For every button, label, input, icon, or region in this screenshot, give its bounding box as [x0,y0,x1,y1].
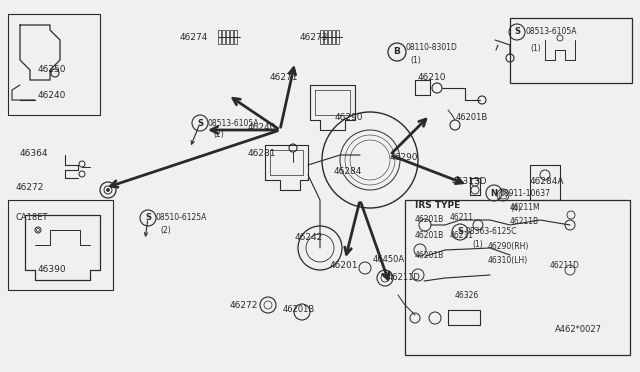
Text: 46273: 46273 [300,32,328,42]
Text: 46201B: 46201B [415,231,444,240]
Text: 46210: 46210 [418,74,447,83]
Text: 46290: 46290 [390,154,418,163]
Bar [8,200,113,290]
Text: 46240: 46240 [248,124,276,132]
Text: 46313D: 46313D [452,177,488,186]
Text: 46201B: 46201B [415,250,444,260]
Bar [324,30,327,44]
Text: 46242: 46242 [295,234,323,243]
Text: 46281: 46281 [248,148,276,157]
Text: 46201B: 46201B [456,113,488,122]
Text: 46201B: 46201B [283,305,316,314]
Text: 46211: 46211 [450,214,474,222]
Text: CA18ET: CA18ET [15,214,47,222]
Text: 46211: 46211 [450,231,474,240]
Bar [332,30,335,44]
Text: 08510-6125A: 08510-6125A [156,214,207,222]
Text: S: S [514,28,520,36]
Text: 46290(RH): 46290(RH) [488,243,529,251]
Text: 08513-6105A: 08513-6105A [208,119,259,128]
Text: (1): (1) [472,241,483,250]
Text: 46211M: 46211M [510,203,541,212]
Text: (2): (2) [213,131,224,140]
Text: N: N [490,189,497,198]
Text: 46284A: 46284A [530,177,564,186]
Text: 46250: 46250 [38,65,67,74]
Bar [336,30,339,44]
Bar [226,30,229,44]
Text: 46284: 46284 [334,167,362,176]
Text: 46211D: 46211D [550,260,580,269]
Text: 46274: 46274 [180,32,209,42]
Text: (1): (1) [530,44,541,52]
Text: S: S [145,214,151,222]
Text: 46290: 46290 [335,113,364,122]
Text: 46201: 46201 [330,260,358,269]
Text: B: B [394,48,401,57]
Bar [510,18,632,83]
Text: (1): (1) [410,55,420,64]
Text: (2): (2) [160,225,171,234]
Bar [8,14,100,115]
Bar [234,30,237,44]
Text: 08513-6105A: 08513-6105A [525,28,577,36]
Text: 46211B: 46211B [510,218,539,227]
Text: 08110-8301D: 08110-8301D [405,44,457,52]
Text: 46390: 46390 [38,266,67,275]
Text: 46240: 46240 [38,92,67,100]
Text: 08911-10637: 08911-10637 [500,189,551,198]
Text: 46450A: 46450A [373,256,405,264]
Text: 46326: 46326 [455,291,479,299]
Text: IRS TYPE: IRS TYPE [415,202,460,211]
Text: 46272: 46272 [16,183,44,192]
Text: 46271: 46271 [270,74,298,83]
Text: (4): (4) [510,203,521,212]
Text: 46364: 46364 [20,150,49,158]
Bar [320,30,323,44]
Text: S: S [457,228,463,237]
Bar [405,200,630,355]
Bar [218,30,221,44]
Bar [222,30,225,44]
Text: A462*0027: A462*0027 [555,326,602,334]
Text: 08363-6125C: 08363-6125C [466,228,518,237]
Text: 46201B: 46201B [415,215,444,224]
Text: S: S [197,119,203,128]
Bar [230,30,233,44]
Text: 46310(LH): 46310(LH) [488,256,528,264]
Bar [328,30,331,44]
Circle shape [106,189,109,192]
Text: 46272: 46272 [230,301,259,310]
Text: 46211D: 46211D [388,273,421,282]
